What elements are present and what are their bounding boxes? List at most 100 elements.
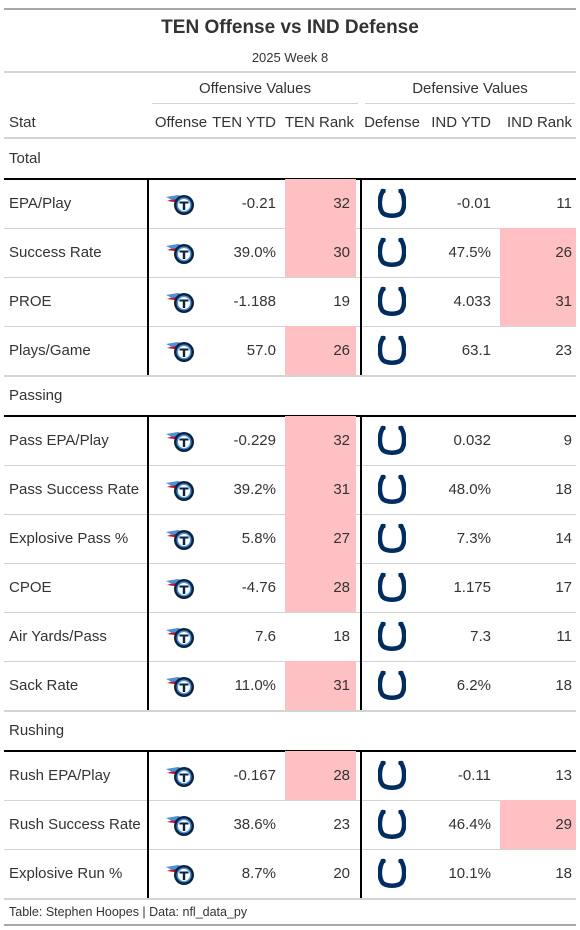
ind-rank-value: 14 xyxy=(555,530,572,547)
ind-rank-value: 17 xyxy=(555,579,572,596)
ten-ytd-value: 11.0% xyxy=(234,677,276,694)
defense-logo-cell xyxy=(361,465,423,514)
spanner-offense-rule xyxy=(152,103,358,104)
table-row: Plays/Game 57.0 26 63.1 23 xyxy=(4,326,576,375)
bottom-rule xyxy=(4,924,576,926)
offense-logo-cell xyxy=(150,228,212,277)
ten-ytd-value: 7.6 xyxy=(255,628,276,645)
table-row: CPOE -4.76 28 1.175 17 xyxy=(4,563,576,612)
ind-ytd-value: 47.5% xyxy=(448,244,491,261)
offense-logo-cell xyxy=(150,751,212,800)
offense-logo-cell xyxy=(150,849,212,898)
colts-horseshoe-icon xyxy=(378,425,406,455)
ind-ytd-value: 1.175 xyxy=(453,579,491,596)
defense-logo-cell xyxy=(361,751,423,800)
ind-rank-value: 29 xyxy=(500,800,576,849)
table-row: Pass EPA/Play -0.229 32 0.032 9 xyxy=(4,416,576,465)
stat-label: Success Rate xyxy=(9,244,102,261)
row-rule xyxy=(4,277,576,278)
colts-horseshoe-icon xyxy=(378,809,406,839)
ind-ytd-value: 63.1 xyxy=(461,342,491,359)
table-row: Explosive Run % 8.7% 20 10.1% 18 xyxy=(4,849,576,898)
ind-ytd-value: 4.033 xyxy=(453,293,491,310)
ten-ytd-value: -0.167 xyxy=(233,767,276,784)
colts-horseshoe-icon xyxy=(378,335,406,365)
defense-divider xyxy=(360,416,362,710)
stat-label: Rush Success Rate xyxy=(9,816,141,833)
titans-logo-icon xyxy=(166,341,194,362)
ind-rank-value: 9 xyxy=(563,432,572,449)
group-label-total: Total xyxy=(9,150,41,167)
offense-logo-cell xyxy=(150,800,212,849)
ten-ytd-value: -0.229 xyxy=(233,432,276,449)
ten-rank-value: 28 xyxy=(285,563,356,612)
col-header-ten-rank: TEN Rank xyxy=(284,114,354,131)
stat-label: PROE xyxy=(9,293,52,310)
defense-logo-cell xyxy=(361,849,423,898)
defense-logo-cell xyxy=(361,228,423,277)
ind-rank-value: 18 xyxy=(555,481,572,498)
stat-label: Pass Success Rate xyxy=(9,481,140,498)
ind-ytd-value: 6.2% xyxy=(456,677,491,694)
ind-rank-value: 18 xyxy=(555,677,572,694)
spanner-defensive-values: Defensive Values xyxy=(412,80,528,97)
ten-rank-value: 32 xyxy=(285,416,356,465)
ind-ytd-value: -0.11 xyxy=(457,767,491,784)
offense-divider xyxy=(147,416,149,710)
ind-ytd-value: 48.0% xyxy=(448,481,491,498)
table-row: Explosive Pass % 5.8% 27 7.3% 14 xyxy=(4,514,576,563)
stat-label: Sack Rate xyxy=(9,677,79,694)
defense-divider xyxy=(360,751,362,898)
table-footer: Table: Stephen Hoopes | Data: nfl_data_p… xyxy=(9,905,248,919)
ind-rank-value: 23 xyxy=(555,342,572,359)
ten-rank-value: 26 xyxy=(285,326,356,375)
table-row: Pass Success Rate 39.2% 31 48.0% 18 xyxy=(4,465,576,514)
titans-logo-icon xyxy=(166,676,194,697)
header-bottom-rule xyxy=(4,137,576,139)
ten-rank-value: 32 xyxy=(285,179,356,228)
top-rule xyxy=(4,8,576,10)
row-rule xyxy=(4,375,576,377)
row-rule xyxy=(4,710,576,712)
ind-ytd-value: 46.4% xyxy=(448,816,491,833)
colts-horseshoe-icon xyxy=(378,760,406,790)
offense-logo-cell xyxy=(150,326,212,375)
defense-divider xyxy=(360,179,362,375)
ten-ytd-value: 38.6% xyxy=(233,816,276,833)
ind-ytd-value: -0.01 xyxy=(456,195,491,212)
stat-label: CPOE xyxy=(9,579,52,596)
ten-rank-value: 31 xyxy=(285,465,356,514)
col-header-stat: Stat xyxy=(9,114,36,131)
offense-logo-cell xyxy=(150,465,212,514)
colts-horseshoe-icon xyxy=(378,286,406,316)
titans-logo-icon xyxy=(166,243,194,264)
ind-ytd-value: 7.3% xyxy=(456,530,491,547)
defense-logo-cell xyxy=(361,179,423,228)
titans-logo-icon xyxy=(166,292,194,313)
offense-logo-cell xyxy=(150,179,212,228)
ind-rank-value: 31 xyxy=(500,277,576,326)
stat-label: Air Yards/Pass xyxy=(9,628,107,645)
group-label-rushing: Rushing xyxy=(9,722,65,739)
ind-rank-value: 11 xyxy=(556,195,572,212)
titans-logo-icon xyxy=(166,627,194,648)
defense-logo-cell xyxy=(361,277,423,326)
ind-rank-value: 18 xyxy=(555,865,572,882)
colts-horseshoe-icon xyxy=(378,237,406,267)
col-header-ind-ytd: IND YTD xyxy=(431,114,491,131)
stat-label: Pass EPA/Play xyxy=(9,432,109,449)
defense-logo-cell xyxy=(361,416,423,465)
titans-logo-icon xyxy=(166,480,194,501)
ten-rank-value: 23 xyxy=(333,816,350,833)
row-rule xyxy=(4,800,576,801)
colts-horseshoe-icon xyxy=(378,858,406,888)
ind-ytd-value: 7.3 xyxy=(470,628,491,645)
table-title: TEN Offense vs IND Defense xyxy=(161,17,419,38)
offense-divider xyxy=(147,751,149,898)
col-header-defense: Defense xyxy=(364,114,420,131)
colts-horseshoe-icon xyxy=(378,621,406,651)
row-rule xyxy=(4,849,576,850)
titans-logo-icon xyxy=(166,194,194,215)
ten-ytd-value: -0.21 xyxy=(241,195,276,212)
col-header-ten-ytd: TEN YTD xyxy=(212,114,276,131)
